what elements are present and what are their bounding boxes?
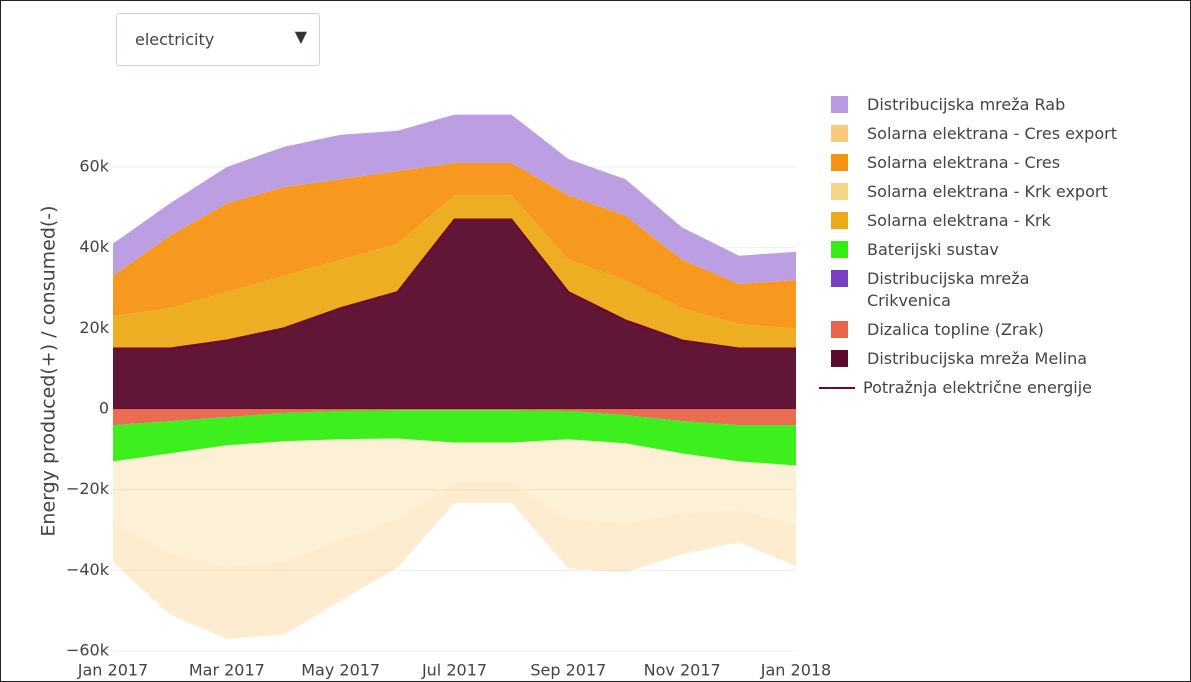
legend: Distribucijska mreža Rab Solarna elektran…	[819, 94, 1184, 406]
x-tick-label: Jan 2017	[77, 661, 148, 680]
legend-item[interactable]: Baterijski sustav	[819, 239, 1184, 261]
legend-item[interactable]: Distribucijska mreža Melina	[819, 348, 1184, 370]
y-tick-label: 60k	[79, 157, 109, 176]
legend-label: Solarna elektrana - Cres	[867, 153, 1061, 172]
dropdown[interactable]: electricity ▼	[116, 13, 320, 66]
area	[113, 438, 796, 567]
legend-label: Solarna elektrana - Krk export	[867, 182, 1108, 201]
areas	[113, 114, 796, 639]
x-tick-label: May 2017	[301, 661, 380, 680]
dropdown-label: electricity	[135, 30, 215, 49]
y-tick-label: −60k	[66, 640, 110, 659]
demand-line	[113, 218, 796, 350]
legend-label: Baterijski sustav	[867, 240, 999, 259]
legend-label: Distribucijska mreža Melina	[867, 349, 1088, 368]
legend-swatch	[819, 387, 855, 389]
legend-swatch	[831, 154, 848, 171]
area	[113, 195, 796, 349]
legend-item[interactable]: Distribucijska mreža Crikvenica	[819, 268, 1184, 312]
legend-swatch	[831, 241, 848, 258]
y-tick-label: −40k	[66, 560, 110, 579]
y-tick-label: 20k	[79, 318, 109, 337]
x-tick-label: Jul 2017	[421, 661, 487, 680]
y-tick-label: −20k	[66, 479, 110, 498]
dropdown-arrow: ▼	[294, 27, 307, 46]
legend-swatch	[831, 96, 848, 113]
x-tick-label: Mar 2017	[189, 661, 265, 680]
legend-label: Solarna elektrana - Cres export	[867, 124, 1117, 143]
area	[113, 114, 796, 284]
legend-label: Distribucijska mreža Crikvenica	[867, 269, 1030, 310]
x-tick-label: Sep 2017	[530, 661, 606, 680]
legend-item[interactable]: Solarna elektrana - Cres	[819, 152, 1184, 174]
legend-swatch	[831, 350, 848, 367]
legend-swatch	[831, 183, 848, 200]
legend-item[interactable]: Potražnja električne energije	[819, 377, 1184, 399]
x-tick-label: Jan 2018	[760, 661, 831, 680]
legend-item[interactable]: Solarna elektrana - Krk	[819, 210, 1184, 232]
legend-item[interactable]: Solarna elektrana - Krk export	[819, 181, 1184, 203]
area	[113, 162, 796, 329]
area	[113, 219, 796, 409]
legend-label: Distribucijska mreža Rab	[867, 95, 1066, 114]
area	[113, 410, 796, 466]
legend-swatch	[831, 321, 848, 338]
legend-item[interactable]: Dizalica topline (Zrak)	[819, 319, 1184, 341]
legend-swatch	[831, 125, 848, 142]
y-tick-label: 0	[99, 399, 109, 418]
legend-swatch	[831, 270, 848, 287]
legend-item[interactable]: Distribucijska mreža Rab	[819, 94, 1184, 116]
x-tick-label: Nov 2017	[644, 661, 721, 680]
legend-swatch	[831, 212, 848, 229]
legend-label: Potražnja električne energije	[863, 378, 1092, 397]
y-axis-title: Energy produced(+) / consumed(-)	[38, 205, 60, 536]
legend-label: Dizalica topline (Zrak)	[867, 320, 1044, 339]
legend-item[interactable]: Solarna elektrana - Cres export	[819, 123, 1184, 145]
area	[113, 482, 796, 639]
y-tick-label: 40k	[79, 237, 109, 256]
legend-label: Solarna elektrana - Krk	[867, 211, 1051, 230]
